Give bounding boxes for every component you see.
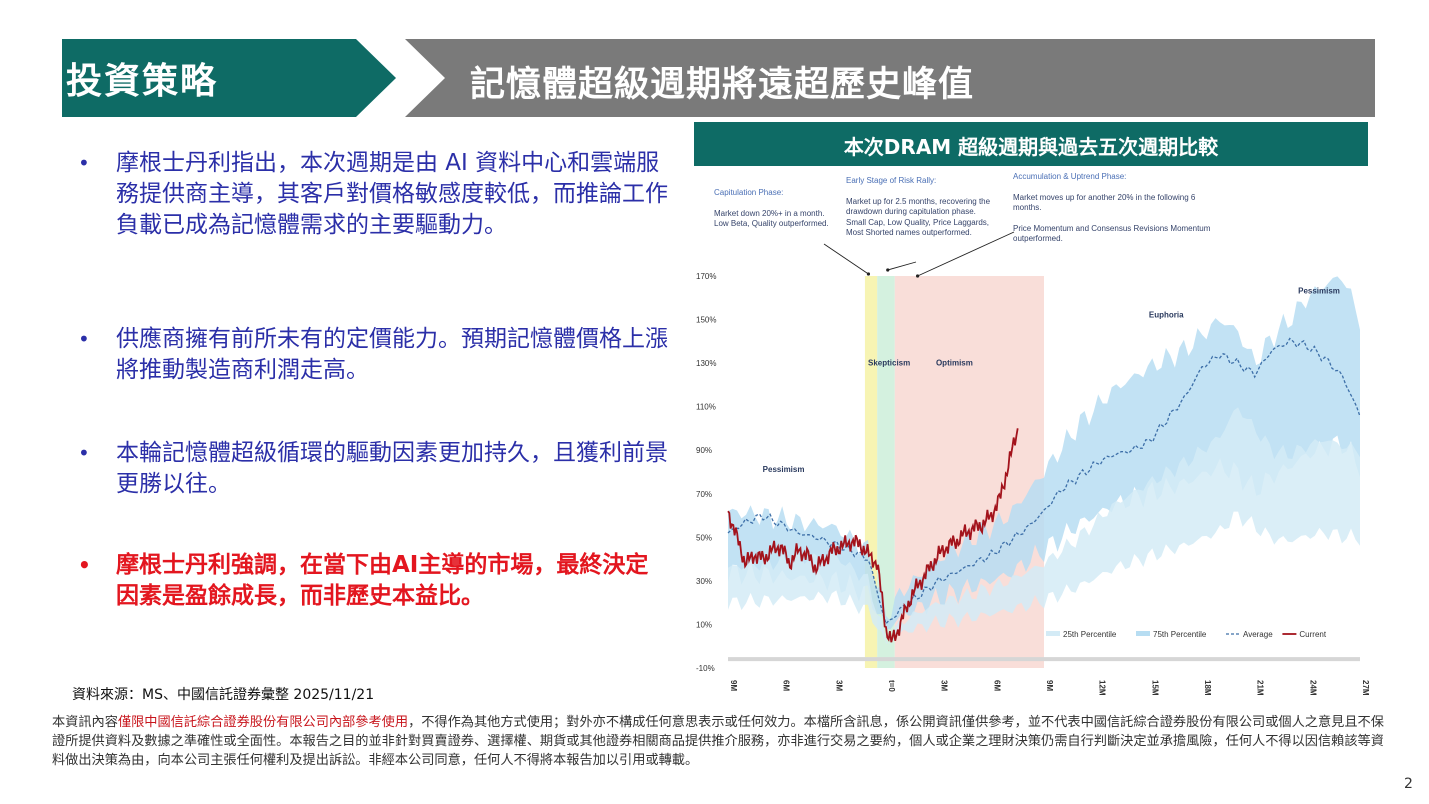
disclaimer-part-1: 本資訊內容 [52,715,118,730]
bullet-text: 供應商擁有前所未有的定價能力。預期記憶體價格上漲將推動製造商利潤走高。 [116,326,668,383]
annotation-arrow [823,243,869,275]
dram-cycle-chart: -10% 10% 30% 50% 70% 90% 110% 130% 150% 170% 9M 6M 3… [696,231,1370,696]
legend-label: 75th Percentile [1153,630,1207,639]
annotation-heading: Early Stage of Risk Rally: [846,176,937,185]
annotation-line: Market up for 2.5 months, recovering the [846,196,991,206]
y-tick-label: 130% [696,359,716,368]
bullet-text: 摩根士丹利強調，在當下由AI主導的市場，最終決定因素是盈餘成長，而非歷史本益比。 [116,552,649,609]
annotation-line: Small Cap, Low Quality, Price Laggards, [846,217,990,227]
x-tick-label: 18M [1203,680,1212,696]
disclaimer: 本資訊內容僅限中國信託綜合證券股份有限公司內部參考使用，不得作為其他方式使用；對… [52,713,1392,770]
y-tick-label: 10% [696,620,712,629]
section-banner [62,39,396,117]
y-tick-label: 150% [696,316,716,325]
x-tick-label: 15M [1150,680,1159,696]
annotation-line: outperformed. [1013,234,1063,243]
annotation-line: Most Shorted names outperformed. [846,228,972,237]
x-tick-label: 6M [992,680,1001,691]
annotation-line: months. [1013,203,1042,212]
annotation-heading: Capitulation Phase: [714,188,784,197]
annotation-line: Price Momentum and Consensus Revisions M… [1013,223,1211,233]
annotation-line: Market moves up for another 20% in the f… [1013,192,1196,202]
y-tick-label: 50% [696,533,712,542]
disclaimer-highlight: 僅限中國信託綜合證券股份有限公司內部參考使用 [117,715,409,730]
x-tick-label: t=0 [887,680,896,692]
chart-title: 本次DRAM 超級週期與過去五次週期比較 [843,135,1219,159]
disclaimer-part-2: ，不得作為其他方式使用；對外亦不構成任何意思表示或任何效力。本檔所含訊息，係公開… [52,715,1384,768]
x-tick-label: 21M [1256,680,1265,696]
bullet-marker: • [78,151,90,175]
annotation-arrow-head [886,268,890,272]
y-tick-label: 70% [696,490,712,499]
annotation-arrow-head [866,272,871,276]
annotation-arrow [917,231,1015,277]
annotation-line: Low Beta, Quality outperformed. [714,219,829,228]
annotation-line: Market down 20%+ in a month. [714,208,825,218]
section-title: 投資策略 [66,61,219,102]
legend-label: 25th Percentile [1063,630,1117,639]
region-label: Euphoria [1149,310,1184,319]
annotation-accumulation: Accumulation & Uptrend Phase: Market mov… [1013,172,1213,245]
bullet-marker: • [78,441,90,465]
x-tick-label: 27M [1361,680,1370,696]
series-75th-percentile-band [728,276,1360,630]
annotation-line: drawdown during capitulation phase. [846,207,976,216]
bullet-text: 本輪記憶體超級循環的驅動因素更加持久，且獲利前景更勝以往。 [116,440,668,497]
legend-label: Average [1243,630,1273,639]
page-number: 2 [1404,776,1413,792]
bullet-marker: • [78,327,90,351]
annotation-arrow [887,261,917,271]
y-tick-label: 30% [696,577,712,586]
region-label: Pessimism [763,465,805,474]
bullet-text: 摩根士丹利指出，本次週期是由 AI 資料中心和雲端服務提供商主導，其客戶對價格敏… [116,150,668,238]
annotation-arrow-head [916,274,920,278]
y-tick-label: -10% [696,664,715,673]
zero-band [728,657,1360,662]
y-tick-label: 170% [696,272,716,281]
phase-label: Skepticism [868,358,910,367]
x-tick-label: 9M [1045,680,1054,691]
legend-label: Current [1299,630,1326,639]
series-25th-percentile-band [728,407,1360,645]
x-tick-label: 9M [729,680,738,691]
bullet-marker: • [78,553,91,577]
region-label: Pessimism [1298,286,1340,295]
phase-label: Optimism [936,358,973,367]
annotation-capitulation: Capitulation Phase: Market down 20%+ in … [714,188,844,230]
chart-title-bar [694,122,1368,166]
legend-swatch [1136,631,1150,636]
page-title: 記憶體超級週期將遠超歷史峰值 [470,65,975,105]
annotation-early-rally: Early Stage of Risk Rally: Market up for… [846,176,996,239]
legend-swatch [1046,631,1060,636]
x-tick-label: 6M [782,680,791,691]
phase-band-skepticism [877,276,895,668]
x-tick-label: 12M [1098,680,1107,696]
y-tick-label: 90% [696,446,712,455]
x-tick-label: 3M [834,680,843,691]
x-tick-label: 24M [1308,680,1317,696]
series-current-line [727,428,1019,643]
title-banner [405,39,1375,117]
y-tick-label: 110% [696,403,716,412]
x-tick-label: 3M [940,680,949,691]
source-note: 資料來源：MS、中國信託證券彙整 2025/11/21 [72,687,375,703]
annotation-heading: Accumulation & Uptrend Phase: [1013,172,1127,181]
